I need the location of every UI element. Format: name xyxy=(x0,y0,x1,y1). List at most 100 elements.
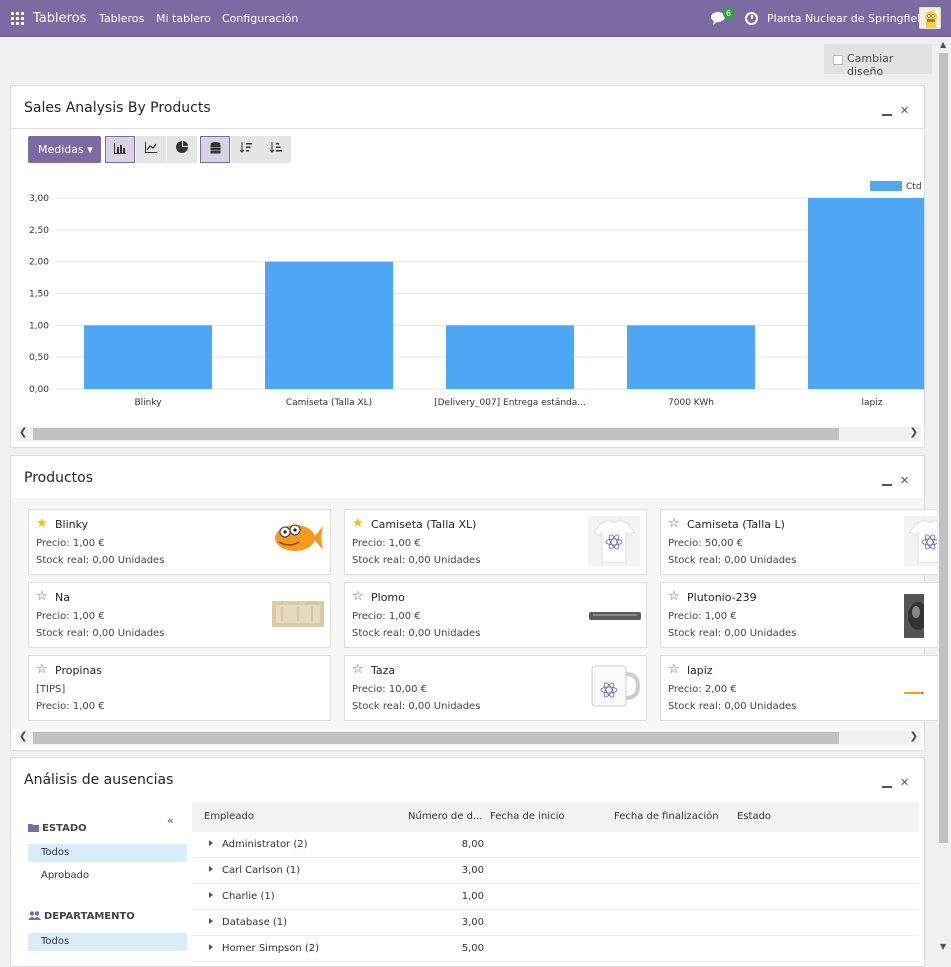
close-icon[interactable]: ✕ xyxy=(900,776,910,789)
star-outline-icon[interactable]: ☆ xyxy=(352,589,364,604)
pie-chart-button[interactable] xyxy=(167,136,197,163)
star-outline-icon[interactable]: ☆ xyxy=(36,662,48,677)
chart-horizontal-scrollbar[interactable]: ❮ ❯ xyxy=(16,427,921,441)
menu-mi-tablero[interactable]: Mi tablero xyxy=(156,12,211,25)
chart-bar xyxy=(627,325,755,389)
product-card[interactable]: ☆ lapiz Precio: 2,00 € Stock real: 0,00 Uni… xyxy=(660,655,951,721)
filter-departamento-todos[interactable]: Todos xyxy=(28,933,187,951)
y-tick-label: 0,50 xyxy=(29,353,49,363)
star-outline-icon[interactable]: ☆ xyxy=(668,516,680,531)
chart-bar xyxy=(808,198,924,389)
x-tick-label: 7000 KWh xyxy=(668,398,714,408)
user-avatar[interactable] xyxy=(919,7,941,29)
product-card[interactable]: ☆ Na Precio: 1,00 € Stock real: 0,00 Unidad… xyxy=(28,582,331,648)
menu-tableros[interactable]: Tableros xyxy=(99,12,145,25)
employee-group-name: Administrator (2) xyxy=(222,839,308,850)
minimize-icon[interactable] xyxy=(882,786,892,788)
change-layout-label: Cambiar diseño xyxy=(847,52,894,78)
star-filled-icon[interactable]: ★ xyxy=(36,516,48,531)
filter-estado-aprobado[interactable]: Aprobado xyxy=(41,870,90,881)
column-numero-dias[interactable]: Número de d... xyxy=(408,811,483,822)
divider xyxy=(11,128,924,129)
minimize-icon[interactable] xyxy=(882,114,892,116)
bar-chart-button[interactable] xyxy=(105,136,135,163)
star-outline-icon[interactable]: ☆ xyxy=(668,662,680,677)
product-card[interactable]: ☆ Plomo Precio: 1,00 € Stock real: 0,00 Uni… xyxy=(344,582,647,648)
scroll-right-icon[interactable]: ❯ xyxy=(909,731,918,742)
product-card[interactable]: ★ Blinky Precio: 1,00 € Stock real: 0,00 Un… xyxy=(28,509,331,575)
scroll-thumb[interactable] xyxy=(33,732,839,744)
product-card[interactable]: ★ Camiseta (Talla XL) Precio: 1,00 € Stock … xyxy=(344,509,647,575)
collapse-sidebar-icon[interactable]: « xyxy=(167,814,174,827)
scroll-thumb[interactable] xyxy=(33,428,839,440)
product-line-2: Stock real: 0,00 Unidades xyxy=(352,555,481,566)
sort-descending-button[interactable] xyxy=(231,136,261,163)
pie-chart-icon xyxy=(176,141,188,153)
company-switcher[interactable]: Planta Nuclear de Springfield xyxy=(767,12,928,25)
close-icon[interactable]: ✕ xyxy=(900,104,910,117)
column-fecha-inicio[interactable]: Fecha de inicio xyxy=(490,811,565,822)
y-tick-label: 2,50 xyxy=(29,226,49,236)
column-fecha-fin[interactable]: Fecha de finalización xyxy=(614,811,719,822)
change-layout-button[interactable]: Cambiar diseño xyxy=(824,44,932,78)
menu-configuracion[interactable]: Configuración xyxy=(222,12,299,25)
chat-icon[interactable] xyxy=(711,11,727,25)
product-card[interactable]: ☆ Plutonio-239 Precio: 1,00 € Stock real: 0… xyxy=(660,582,951,648)
panel-title: Sales Analysis By Products xyxy=(24,100,211,116)
expand-caret-icon[interactable] xyxy=(209,944,213,950)
table-row[interactable]: Database (1) 3,00 xyxy=(192,910,919,936)
page-vertical-scrollbar[interactable]: ▲ ▼ xyxy=(937,37,951,954)
sort-ascending-button[interactable] xyxy=(261,136,291,163)
scroll-left-icon[interactable]: ❮ xyxy=(19,731,28,742)
product-image xyxy=(272,601,324,630)
apps-menu-icon[interactable] xyxy=(11,12,24,25)
measures-dropdown[interactable]: Medidas ▾ xyxy=(28,136,101,163)
scroll-up-icon[interactable]: ▲ xyxy=(940,40,947,49)
folder-icon xyxy=(28,824,39,832)
product-line-2: Stock real: 0,00 Unidades xyxy=(352,701,481,712)
table-row[interactable]: Charlie (1) 1,00 xyxy=(192,884,919,910)
table-row[interactable]: Administrator (2) 8,00 xyxy=(192,832,919,858)
product-card[interactable]: ☆ Propinas [TIPS] Precio: 1,00 € xyxy=(28,655,331,721)
expand-caret-icon[interactable] xyxy=(209,892,213,898)
product-line-2: Stock real: 0,00 Unidades xyxy=(668,628,797,639)
star-outline-icon[interactable]: ☆ xyxy=(36,589,48,604)
scroll-thumb[interactable] xyxy=(939,53,948,843)
product-name: lapiz xyxy=(687,664,713,677)
y-tick-label: 1,50 xyxy=(29,290,49,300)
stacked-button[interactable] xyxy=(200,136,230,163)
product-line-2: Precio: 1,00 € xyxy=(36,701,105,712)
star-filled-icon[interactable]: ★ xyxy=(352,516,364,531)
product-name: Camiseta (Talla L) xyxy=(687,518,785,531)
column-empleado[interactable]: Empleado xyxy=(204,811,254,822)
app-title[interactable]: Tableros xyxy=(33,11,87,26)
database-icon xyxy=(210,142,220,154)
close-icon[interactable]: ✕ xyxy=(900,474,910,487)
x-tick-label: Blinky xyxy=(134,398,162,408)
scroll-right-icon[interactable]: ❯ xyxy=(909,427,918,438)
filter-estado-header: ESTADO xyxy=(28,823,87,834)
y-tick-label: 3,00 xyxy=(29,194,49,204)
expand-caret-icon[interactable] xyxy=(209,866,213,872)
product-line-1: Precio: 1,00 € xyxy=(36,538,105,549)
layout-icon xyxy=(833,55,843,65)
scroll-left-icon[interactable]: ❮ xyxy=(19,427,28,438)
filter-estado-todos[interactable]: Todos xyxy=(28,844,187,862)
activity-clock-icon[interactable] xyxy=(745,12,758,25)
star-outline-icon[interactable]: ☆ xyxy=(668,589,680,604)
expand-caret-icon[interactable] xyxy=(209,840,213,846)
x-tick-label: [Delivery_007] Entrega estánda... xyxy=(434,398,586,408)
minimize-icon[interactable] xyxy=(882,484,892,486)
y-tick-label: 0,00 xyxy=(29,385,49,395)
table-row[interactable]: Homer Simpson (2) 5,00 xyxy=(192,936,919,962)
star-outline-icon[interactable]: ☆ xyxy=(352,662,364,677)
products-horizontal-scrollbar[interactable]: ❮ ❯ xyxy=(16,731,921,745)
product-card[interactable]: ☆ Taza Precio: 10,00 € Stock real: 0,00 Uni… xyxy=(344,655,647,721)
table-row[interactable]: Carl Carlson (1) 3,00 xyxy=(192,858,919,884)
scroll-down-icon[interactable]: ▼ xyxy=(940,942,947,951)
expand-caret-icon[interactable] xyxy=(209,918,213,924)
column-estado[interactable]: Estado xyxy=(737,811,772,822)
product-card[interactable]: ☆ Camiseta (Talla L) Precio: 50,00 € Stock … xyxy=(660,509,951,575)
product-name: Plutonio-239 xyxy=(687,591,757,604)
line-chart-button[interactable] xyxy=(136,136,166,163)
